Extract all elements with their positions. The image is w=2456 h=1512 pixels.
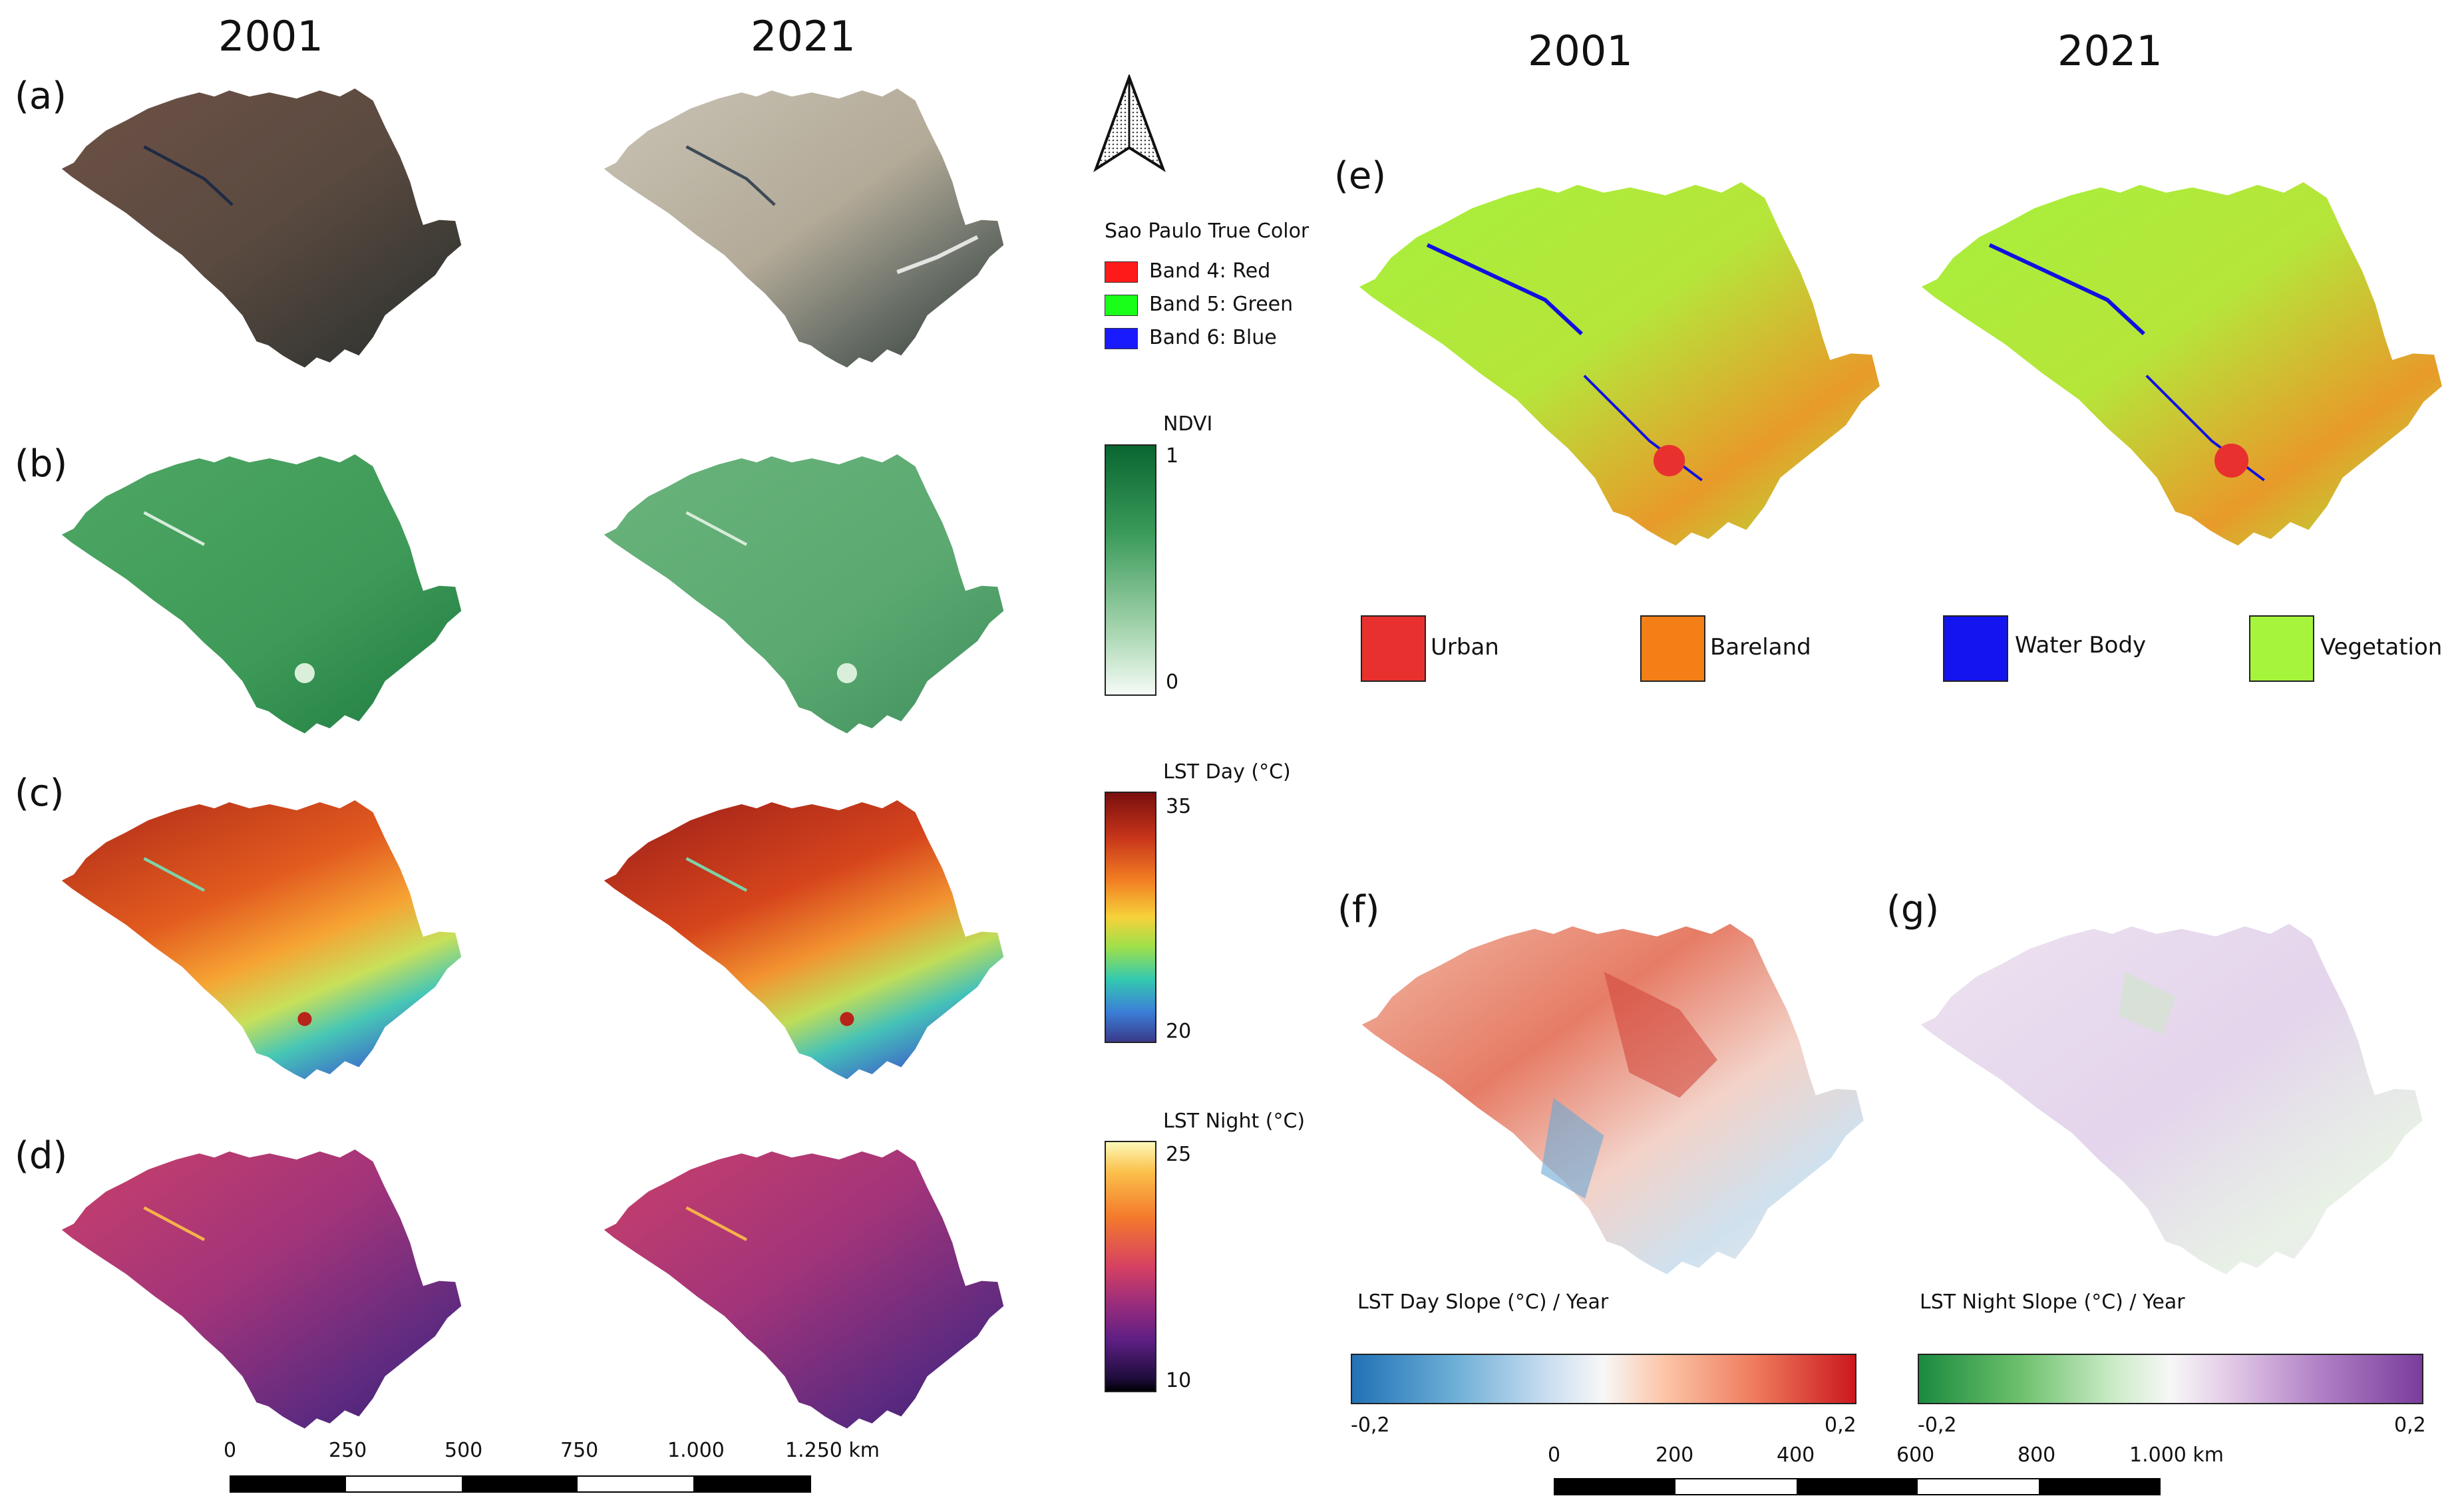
map-ndvi-2021 — [604, 454, 1004, 734]
map-lst-night-slope — [1920, 923, 2423, 1275]
landcover-swatch-urban — [1361, 615, 1426, 682]
landcover-swatch-vegetation — [2249, 615, 2314, 682]
legend-swatch-blue — [1105, 328, 1138, 349]
scale-right-tick-1: 200 — [1656, 1443, 1694, 1467]
landcover-swatch-bareland — [1640, 615, 1705, 682]
lst-night-max: 25 — [1166, 1143, 1192, 1166]
panel-label-g: (g) — [1886, 888, 1940, 931]
scale-left-tick-2: 500 — [444, 1439, 483, 1462]
lst-day-legend-title: LST Day (°C) — [1163, 760, 1291, 784]
legend-band-green: Band 5: Green — [1149, 293, 1294, 316]
legend-swatch-red — [1105, 261, 1138, 283]
map-true-color-2021 — [604, 88, 1004, 368]
slope-night-min: -0,2 — [1918, 1414, 1957, 1437]
scale-right-tick-5: 1.000 km — [2129, 1443, 2224, 1467]
lst-day-min: 20 — [1166, 1020, 1192, 1043]
ndvi-colorbar — [1105, 444, 1156, 696]
true-color-legend-title: Sao Paulo True Color — [1105, 220, 1310, 243]
map-landcover-2001 — [1359, 182, 1880, 546]
scale-left-tick-0: 0 — [224, 1439, 237, 1462]
map-lst-night-2021 — [604, 1149, 1004, 1429]
scale-bar-left — [230, 1475, 811, 1493]
slope-day-title: LST Day Slope (°C) / Year — [1357, 1290, 1609, 1314]
landcover-label-vegetation: Vegetation — [2320, 634, 2443, 661]
scale-right-tick-0: 0 — [1548, 1443, 1561, 1467]
ndvi-legend-title: NDVI — [1163, 412, 1213, 436]
map-lst-night-2001 — [61, 1149, 462, 1429]
north-arrow-icon — [1093, 75, 1166, 172]
lst-night-min: 10 — [1166, 1369, 1192, 1392]
panel-label-e: (e) — [1334, 154, 1387, 198]
lst-night-colorbar — [1105, 1141, 1156, 1392]
scale-left-tick-4: 1.000 — [667, 1439, 725, 1462]
scale-right-tick-3: 600 — [1896, 1443, 1935, 1467]
ndvi-min: 0 — [1166, 671, 1179, 694]
lst-night-legend-title: LST Night (°C) — [1163, 1110, 1306, 1133]
header-left-2021: 2021 — [751, 12, 856, 61]
header-right-2021: 2021 — [2057, 27, 2163, 75]
scale-right-tick-4: 800 — [2017, 1443, 2056, 1467]
landcover-label-urban: Urban — [1431, 634, 1499, 661]
panel-label-b: (b) — [15, 442, 68, 486]
legend-band-blue: Band 6: Blue — [1149, 326, 1277, 349]
map-lst-day-slope — [1361, 923, 1864, 1275]
landcover-label-water: Water Body — [2015, 632, 2147, 659]
scale-left-tick-1: 250 — [329, 1439, 367, 1462]
map-landcover-2021 — [1921, 182, 2442, 546]
landcover-swatch-water — [1943, 615, 2008, 682]
slope-day-min: -0,2 — [1351, 1414, 1390, 1437]
ndvi-max: 1 — [1166, 444, 1179, 468]
lst-day-max: 35 — [1166, 795, 1192, 818]
slope-night-colorbar — [1918, 1354, 2423, 1404]
scale-left-tick-3: 750 — [560, 1439, 599, 1462]
slope-day-colorbar — [1351, 1354, 1856, 1404]
map-ndvi-2001 — [61, 454, 462, 734]
landcover-label-bareland: Bareland — [1710, 634, 1811, 661]
slope-day-max: 0,2 — [1825, 1414, 1856, 1437]
slope-night-max: 0,2 — [2394, 1414, 2426, 1437]
scale-left-tick-5: 1.250 km — [785, 1439, 880, 1462]
panel-label-f: (f) — [1337, 888, 1380, 931]
panel-label-d: (d) — [15, 1134, 68, 1177]
scale-right-tick-2: 400 — [1777, 1443, 1815, 1467]
slope-night-title: LST Night Slope (°C) / Year — [1920, 1290, 2185, 1314]
legend-band-red: Band 4: Red — [1149, 259, 1271, 283]
panel-label-a: (a) — [15, 75, 67, 118]
panel-label-c: (c) — [15, 772, 65, 815]
header-left-2001: 2001 — [218, 12, 323, 61]
map-true-color-2001 — [61, 88, 462, 368]
lst-day-colorbar — [1105, 792, 1156, 1043]
map-lst-day-2001 — [61, 800, 462, 1080]
header-right-2001: 2001 — [1528, 27, 1633, 75]
map-lst-day-2021 — [604, 800, 1004, 1080]
scale-bar-right — [1554, 1478, 2161, 1495]
legend-swatch-green — [1105, 295, 1138, 316]
